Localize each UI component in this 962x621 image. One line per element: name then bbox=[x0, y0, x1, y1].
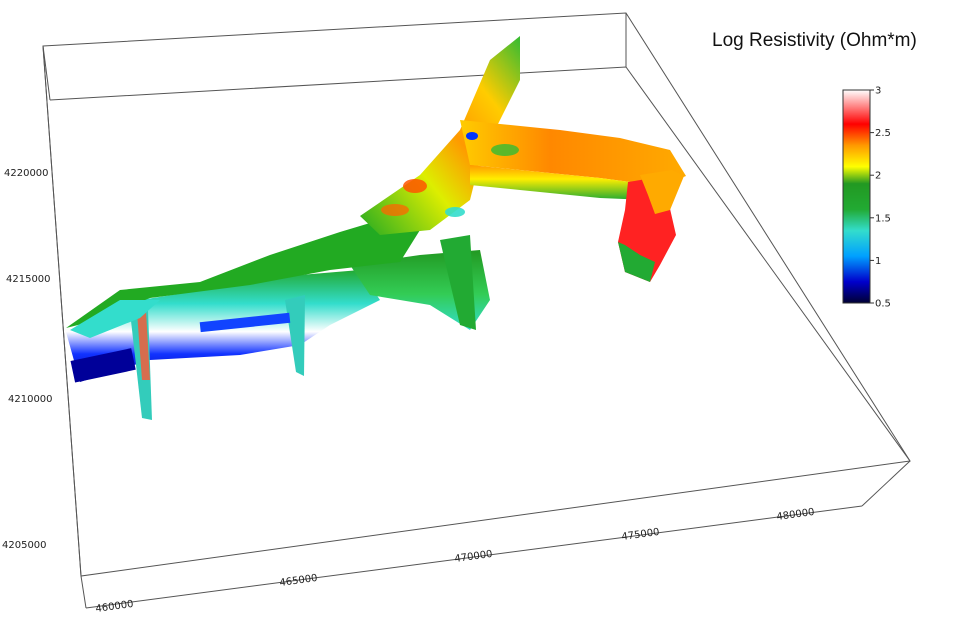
colorbar-tick-label: 1 bbox=[875, 256, 881, 267]
spine-main-top bbox=[360, 36, 520, 235]
branch-east-wall bbox=[470, 165, 660, 200]
wall-spike-1-red bbox=[137, 311, 150, 380]
y-tick-label: 4215000 bbox=[6, 274, 51, 285]
colorbar-tick-label: 3 bbox=[875, 86, 881, 97]
branch-east-top bbox=[460, 120, 686, 186]
colorbar-tick-label: 0.5 bbox=[875, 299, 891, 310]
resistivity-body bbox=[66, 36, 686, 420]
colorbar-ticks: 0.5 1 1.5 2 2.5 3 bbox=[870, 86, 891, 310]
green-spot bbox=[491, 144, 519, 156]
colorbar-tick-label: 1.5 bbox=[875, 213, 891, 224]
colorbar-tick-label: 2.5 bbox=[875, 128, 891, 139]
colorbar: 0.5 1 1.5 2 2.5 3 bbox=[842, 86, 891, 310]
y-tick-label: 4205000 bbox=[2, 540, 47, 551]
red-spot-1 bbox=[403, 179, 427, 193]
hook-east-wall bbox=[618, 242, 655, 282]
blue-band bbox=[199, 312, 291, 333]
red-spot-2 bbox=[381, 204, 409, 216]
hook-east-top bbox=[640, 170, 684, 214]
colorbar-tick-label: 2 bbox=[875, 171, 881, 182]
y-tick-label: 4210000 bbox=[8, 394, 53, 405]
x-tick-label: 470000 bbox=[454, 549, 493, 565]
spine-west-top bbox=[66, 220, 420, 328]
x-tick-label: 460000 bbox=[95, 599, 134, 615]
x-tick-label: 480000 bbox=[776, 507, 815, 523]
x-tick-label: 475000 bbox=[621, 527, 660, 543]
colorbar-ramp bbox=[842, 89, 871, 304]
x-axis-ticks: 460000 465000 470000 475000 480000 bbox=[95, 507, 815, 615]
wall-spike-2 bbox=[285, 295, 305, 376]
bounding-box bbox=[42, 12, 911, 609]
x-tick-label: 465000 bbox=[279, 573, 318, 589]
wall-spike-3 bbox=[440, 235, 476, 330]
spine-west-cyan bbox=[70, 300, 160, 338]
y-tick-label: 4220000 bbox=[4, 168, 49, 179]
cyan-spot bbox=[445, 207, 465, 217]
legend-title: Log Resistivity (Ohm*m) bbox=[712, 30, 917, 51]
blue-spot bbox=[466, 132, 478, 140]
y-axis-ticks: 4205000 4210000 4215000 4220000 bbox=[2, 168, 53, 551]
navy-base bbox=[70, 348, 136, 383]
